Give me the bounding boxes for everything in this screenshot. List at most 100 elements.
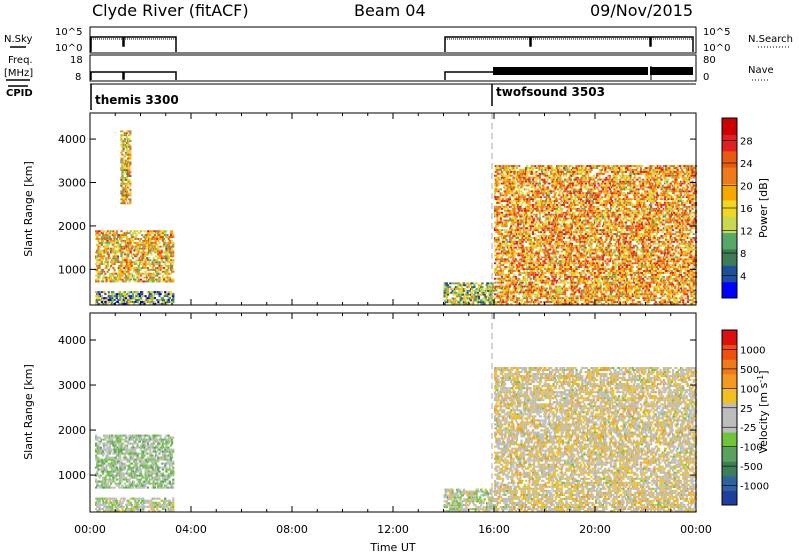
heatmap-cell bbox=[559, 285, 562, 288]
heatmap-cell bbox=[151, 267, 154, 269]
heatmap-cell bbox=[95, 234, 98, 236]
heatmap-cell bbox=[146, 241, 149, 244]
heatmap-cell bbox=[96, 234, 99, 236]
heatmap-cell bbox=[578, 244, 582, 247]
heatmap-cell bbox=[171, 280, 174, 283]
heatmap-cell bbox=[104, 272, 107, 275]
heatmap-cell bbox=[578, 287, 582, 290]
heatmap-cell bbox=[164, 243, 167, 246]
heatmap-cell bbox=[160, 257, 163, 260]
heatmap-cell bbox=[513, 233, 516, 235]
heatmap-cell bbox=[487, 295, 490, 298]
heatmap-cell bbox=[502, 303, 505, 305]
heatmap-cell bbox=[95, 232, 98, 235]
heatmap-cell bbox=[171, 263, 174, 265]
heatmap-cell bbox=[559, 198, 562, 201]
heatmap-cell bbox=[499, 167, 502, 169]
heatmap-cell bbox=[503, 176, 506, 179]
heatmap-cell bbox=[122, 190, 125, 193]
heatmap-cell bbox=[142, 245, 145, 248]
heatmap-cell bbox=[142, 255, 145, 258]
heatmap-cell bbox=[138, 295, 141, 298]
heatmap-cell bbox=[107, 247, 110, 250]
heatmap-cell bbox=[538, 174, 541, 177]
heatmap-cell bbox=[160, 267, 163, 269]
heatmap-cell bbox=[496, 246, 499, 249]
heatmap-cell bbox=[570, 190, 574, 193]
heatmap-cell bbox=[100, 230, 103, 233]
heatmap-cell bbox=[166, 234, 169, 236]
heatmap-cell bbox=[512, 299, 515, 302]
heatmap-cell bbox=[150, 291, 153, 294]
heatmap-cell bbox=[565, 174, 568, 177]
heatmap-cell bbox=[499, 264, 502, 267]
heatmap-cell bbox=[545, 202, 548, 204]
heatmap-cell bbox=[530, 254, 533, 257]
nave-label: Nave bbox=[748, 65, 774, 76]
heatmap-cell bbox=[105, 245, 108, 248]
heatmap-cell bbox=[521, 299, 524, 302]
heatmap-cell bbox=[539, 184, 543, 187]
heatmap-cell bbox=[116, 276, 120, 279]
heatmap-cell bbox=[514, 229, 517, 232]
heatmap-cell bbox=[97, 270, 100, 273]
heatmap-cell bbox=[114, 251, 117, 254]
heatmap-cell bbox=[546, 266, 549, 268]
heatmap-cell bbox=[561, 256, 564, 259]
heatmap-cell bbox=[497, 172, 500, 175]
heatmap-cell bbox=[502, 264, 505, 267]
heatmap-cell bbox=[128, 202, 131, 205]
heatmap-cell bbox=[587, 235, 590, 237]
heatmap-cell bbox=[576, 217, 579, 220]
heatmap-cell bbox=[584, 172, 587, 175]
heatmap-cell bbox=[522, 217, 525, 220]
heatmap-cell bbox=[565, 254, 568, 257]
heatmap-cell bbox=[585, 169, 588, 171]
heatmap-cell bbox=[122, 161, 125, 164]
heatmap-cell bbox=[526, 252, 529, 255]
heatmap-cell bbox=[112, 280, 115, 283]
heatmap-cell bbox=[150, 247, 153, 250]
heatmap-cell bbox=[584, 279, 587, 282]
heatmap-cell bbox=[587, 231, 590, 234]
heatmap-cell bbox=[495, 237, 498, 239]
heatmap-cell bbox=[116, 299, 120, 301]
heatmap-cell bbox=[168, 239, 171, 242]
heatmap-cell bbox=[546, 219, 549, 222]
heatmap-cell bbox=[566, 171, 569, 173]
heatmap-cell bbox=[475, 299, 478, 302]
heatmap-cell bbox=[158, 291, 161, 294]
heatmap-cell bbox=[500, 229, 504, 232]
heatmap-cell bbox=[165, 230, 168, 233]
heatmap-cell bbox=[106, 245, 109, 248]
heatmap-cell bbox=[150, 232, 153, 235]
heatmap-cell bbox=[159, 253, 162, 256]
heatmap-cell bbox=[134, 238, 137, 240]
heatmap-cell bbox=[580, 295, 583, 298]
heatmap-cell bbox=[585, 186, 588, 189]
heatmap-cell bbox=[115, 238, 118, 240]
heatmap-cell bbox=[145, 247, 148, 250]
heatmap-cell bbox=[495, 303, 498, 305]
heatmap-cell bbox=[133, 249, 136, 252]
heatmap-cell bbox=[120, 138, 123, 140]
heatmap-cell bbox=[502, 291, 505, 294]
heatmap-cell bbox=[569, 200, 572, 202]
heatmap-cell bbox=[95, 230, 98, 233]
heatmap-cell bbox=[165, 257, 168, 260]
heatmap-cell bbox=[122, 280, 125, 283]
heatmap-cell bbox=[125, 243, 128, 246]
heatmap-cell bbox=[500, 207, 504, 210]
heatmap-cell bbox=[108, 236, 112, 238]
heatmap-cell bbox=[575, 285, 578, 288]
heatmap-cell bbox=[122, 188, 125, 191]
heatmap-cell bbox=[137, 297, 140, 300]
heatmap-cell bbox=[459, 295, 462, 298]
heatmap-cell bbox=[502, 246, 505, 249]
heatmap-cell bbox=[519, 184, 522, 187]
heatmap-cell bbox=[152, 263, 155, 265]
heatmap-cell bbox=[515, 235, 518, 237]
heatmap-cell bbox=[566, 205, 569, 208]
heatmap-cell bbox=[528, 190, 531, 193]
heatmap-cell bbox=[127, 161, 130, 164]
